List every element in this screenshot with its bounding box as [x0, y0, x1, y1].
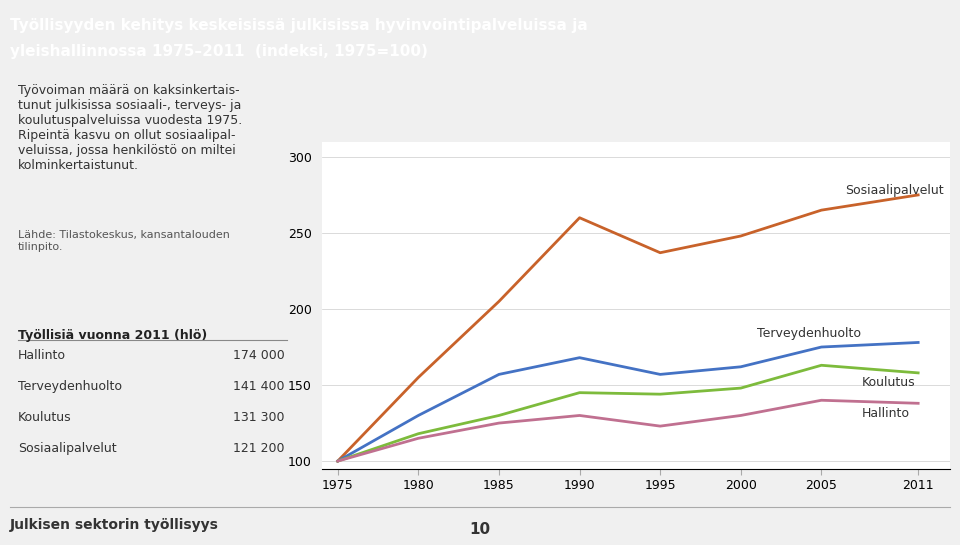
Text: Työllisiä vuonna 2011 (hlö): Työllisiä vuonna 2011 (hlö)	[18, 329, 207, 342]
Text: yleishallinnossa 1975–2011  (indeksi, 1975=100): yleishallinnossa 1975–2011 (indeksi, 197…	[10, 44, 427, 59]
Text: Koulutus: Koulutus	[862, 376, 915, 389]
Text: Terveydenhuolto: Terveydenhuolto	[18, 379, 122, 392]
Text: Sosiaalipalvelut: Sosiaalipalvelut	[846, 184, 945, 197]
Text: Lähde: Tilastokeskus, kansantalouden
tilinpito.: Lähde: Tilastokeskus, kansantalouden til…	[18, 230, 230, 252]
Text: Terveydenhuolto: Terveydenhuolto	[756, 327, 861, 340]
Text: Sosiaalipalvelut: Sosiaalipalvelut	[18, 441, 117, 455]
Text: Hallinto: Hallinto	[862, 408, 910, 420]
Text: Hallinto: Hallinto	[18, 349, 66, 361]
Text: 121 200: 121 200	[232, 441, 284, 455]
Text: Julkisen sektorin työllisyys: Julkisen sektorin työllisyys	[10, 518, 219, 532]
Text: 141 400: 141 400	[232, 379, 284, 392]
Text: Työvoiman määrä on kaksinkertais-
tunut julkisissa sosiaali-, terveys- ja
koulut: Työvoiman määrä on kaksinkertais- tunut …	[18, 84, 242, 172]
Text: 10: 10	[469, 522, 491, 537]
Text: 174 000: 174 000	[232, 349, 284, 361]
Text: Koulutus: Koulutus	[18, 410, 72, 423]
Text: Työllisyyden kehitys keskeisissä julkisissa hyvinvointipalveluissa ja: Työllisyyden kehitys keskeisissä julkisi…	[10, 17, 588, 33]
Text: 131 300: 131 300	[232, 410, 284, 423]
